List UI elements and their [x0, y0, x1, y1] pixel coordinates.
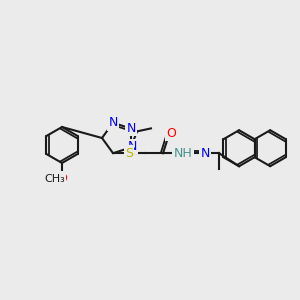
Text: O: O	[57, 172, 67, 185]
Text: N: N	[200, 147, 210, 160]
Text: O: O	[166, 127, 176, 140]
Text: S: S	[125, 147, 133, 160]
Text: N: N	[127, 140, 136, 153]
Text: N: N	[126, 122, 136, 135]
Text: NH: NH	[174, 147, 192, 160]
Text: N: N	[108, 116, 118, 129]
Text: CH₃: CH₃	[44, 174, 65, 184]
